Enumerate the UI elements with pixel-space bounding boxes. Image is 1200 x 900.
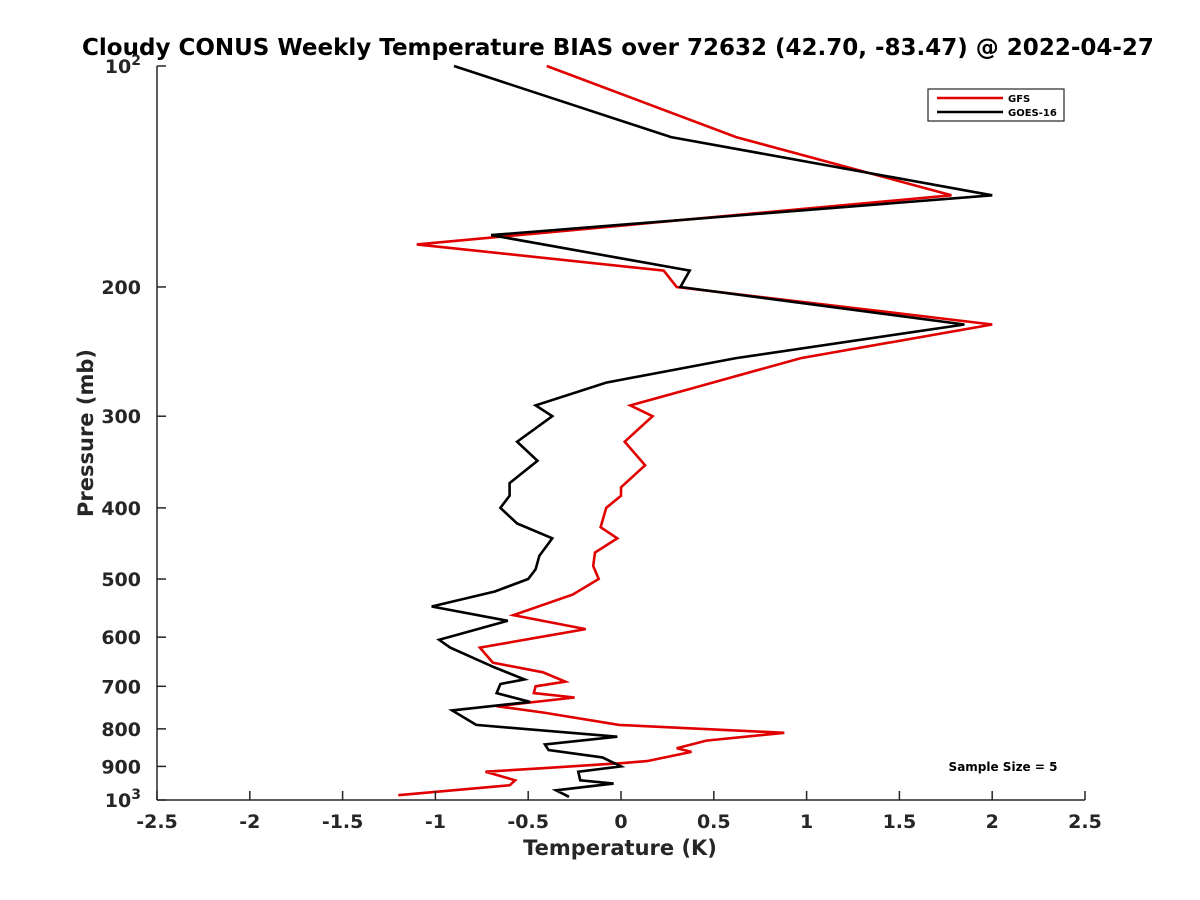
- x-tick-label: -1.5: [322, 811, 364, 833]
- x-axis-label: Temperature (K): [523, 836, 717, 860]
- x-tick-label: 1: [800, 811, 813, 833]
- x-tick-label: -1: [425, 811, 446, 833]
- y-tick-label: 400: [101, 498, 141, 520]
- y-tick-label: 102: [105, 53, 141, 78]
- x-tick-label: 0: [614, 811, 627, 833]
- legend: GFS GOES-16: [927, 88, 1065, 122]
- sample-size-annotation: Sample Size = 5: [949, 760, 1058, 774]
- x-tick-label: 2.5: [1068, 811, 1102, 833]
- series-layer: [398, 64, 993, 798]
- x-axis-ticks: -2.5 -2 -1.5 -1 -0.5 0 0.5 1 1.5 2 2.5: [136, 791, 1102, 833]
- legend-label: GFS: [1008, 94, 1030, 105]
- chart-title: Cloudy CONUS Weekly Temperature BIAS ove…: [82, 35, 1154, 61]
- x-tick-label: -2.5: [136, 811, 178, 833]
- y-tick-exponent: 3: [131, 787, 141, 803]
- y-tick-label: 900: [101, 756, 141, 778]
- y-tick-label: 500: [101, 569, 141, 591]
- y-tick-base: 10: [105, 790, 131, 812]
- series-line-gfs: [398, 64, 993, 797]
- y-axis-label: Pressure (mb): [74, 349, 98, 517]
- series-line-goes-16: [431, 64, 993, 798]
- y-tick-label: 200: [101, 277, 141, 299]
- y-tick-label: 700: [101, 676, 141, 698]
- y-tick-label: 103: [105, 787, 141, 812]
- y-tick-label: 300: [101, 406, 141, 428]
- y-tick-exponent: 2: [131, 53, 141, 69]
- x-tick-label: -0.5: [507, 811, 549, 833]
- x-tick-label: 0.5: [697, 811, 731, 833]
- plot-area: [156, 66, 1085, 801]
- legend-label: GOES-16: [1008, 108, 1057, 119]
- x-tick-label: 2: [986, 811, 999, 833]
- y-tick-label: 600: [101, 627, 141, 649]
- legend-box: [927, 88, 1065, 122]
- x-tick-label: 1.5: [883, 811, 917, 833]
- y-tick-label: 800: [101, 719, 141, 741]
- y-tick-base: 10: [105, 56, 131, 78]
- x-tick-label: -2: [239, 811, 260, 833]
